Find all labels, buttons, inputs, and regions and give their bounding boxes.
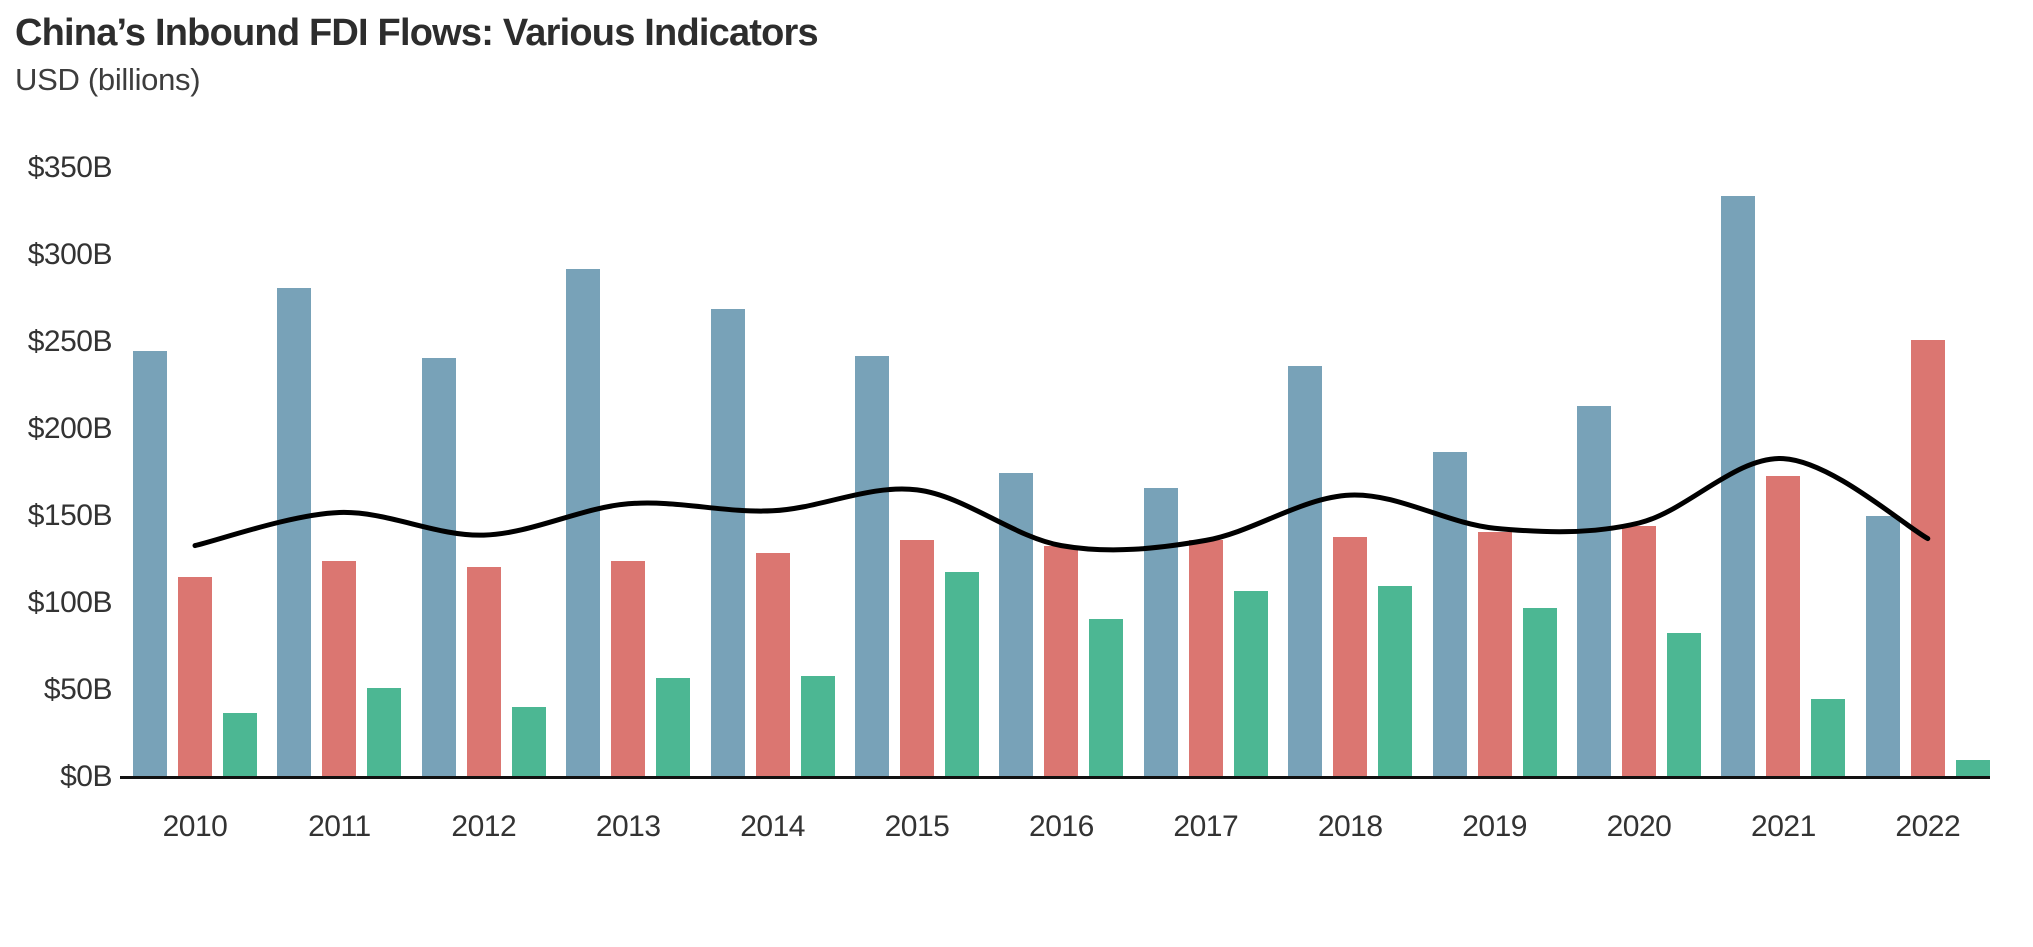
y-tick-label-50: $50B bbox=[43, 673, 113, 706]
x-tick-label-2017: 2017 bbox=[1173, 810, 1239, 843]
bar-green-bars-2010 bbox=[223, 712, 257, 777]
x-tick-label-2012: 2012 bbox=[451, 810, 517, 843]
bar-blue-bars-2015 bbox=[855, 355, 889, 777]
x-tick-label-2020: 2020 bbox=[1606, 810, 1672, 843]
bar-green-bars-2019 bbox=[1522, 608, 1557, 777]
bar-green-bars-2018 bbox=[1378, 585, 1413, 777]
bar-green-bars-2016 bbox=[1089, 618, 1124, 777]
bar-red-bars-2011 bbox=[322, 561, 357, 777]
bar-blue-bars-2014 bbox=[710, 308, 745, 777]
y-tick-label-200: $200B bbox=[27, 412, 113, 445]
bar-blue-bars-2022 bbox=[1865, 516, 1900, 777]
bar-red-bars-2012 bbox=[466, 566, 501, 777]
bar-red-bars-2015 bbox=[900, 540, 934, 777]
chart-title: China’s Inbound FDI Flows: Various Indic… bbox=[15, 12, 819, 54]
bar-red-bars-2019 bbox=[1477, 531, 1512, 777]
bar-green-bars-2020 bbox=[1667, 632, 1701, 777]
bar-blue-bars-2010 bbox=[133, 350, 167, 777]
bar-red-bars-2014 bbox=[755, 552, 790, 777]
bar-red-bars-2018 bbox=[1333, 536, 1368, 777]
x-tick-label-2015: 2015 bbox=[884, 810, 950, 843]
bar-green-bars-2021 bbox=[1811, 698, 1846, 777]
x-tick-label-2018: 2018 bbox=[1317, 810, 1383, 843]
bar-red-bars-2021 bbox=[1766, 476, 1801, 777]
bar-green-bars-2015 bbox=[945, 571, 979, 777]
bar-blue-bars-2020 bbox=[1577, 406, 1611, 777]
y-tick-label-0: $0B bbox=[60, 760, 112, 793]
bar-green-bars-2011 bbox=[367, 688, 402, 777]
x-tick-label-2013: 2013 bbox=[595, 810, 661, 843]
bar-green-bars-2014 bbox=[800, 676, 835, 777]
x-tick-label-2011: 2011 bbox=[308, 810, 371, 843]
x-tick-label-2016: 2016 bbox=[1029, 810, 1094, 843]
bar-green-bars-2017 bbox=[1233, 590, 1268, 777]
bar-red-bars-2013 bbox=[611, 561, 646, 777]
bar-blue-bars-2021 bbox=[1721, 195, 1756, 777]
bar-blue-bars-2011 bbox=[277, 288, 312, 777]
bar-blue-bars-2019 bbox=[1432, 451, 1467, 777]
bar-green-bars-2022 bbox=[1955, 759, 1990, 777]
bar-blue-bars-2017 bbox=[1143, 488, 1178, 777]
x-tick-label-2019: 2019 bbox=[1462, 810, 1527, 843]
bar-red-bars-2010 bbox=[178, 576, 212, 777]
bar-blue-bars-2012 bbox=[421, 357, 456, 777]
x-tick-label-2022: 2022 bbox=[1895, 810, 1961, 843]
chart-subtitle: USD (billions) bbox=[15, 62, 201, 97]
bar-blue-bars-2013 bbox=[566, 268, 601, 777]
bar-red-bars-2022 bbox=[1910, 340, 1945, 777]
bar-red-bars-2017 bbox=[1188, 540, 1223, 777]
bar-blue-bars-2018 bbox=[1288, 366, 1323, 777]
y-tick-label-100: $100B bbox=[27, 586, 113, 619]
bar-green-bars-2013 bbox=[656, 677, 691, 777]
x-tick-label-2014: 2014 bbox=[740, 810, 805, 843]
y-tick-label-300: $300B bbox=[27, 238, 113, 271]
bar-red-bars-2016 bbox=[1044, 545, 1079, 777]
y-tick-label-250: $250B bbox=[27, 325, 113, 358]
y-tick-label-350: $350B bbox=[27, 151, 113, 184]
bar-blue-bars-2016 bbox=[999, 472, 1034, 777]
bar-red-bars-2020 bbox=[1622, 526, 1656, 777]
y-tick-label-150: $150B bbox=[27, 499, 113, 532]
x-axis-line bbox=[120, 776, 1990, 779]
x-tick-label-2010: 2010 bbox=[162, 810, 228, 843]
x-tick-label-2021: 2021 bbox=[1751, 810, 1816, 843]
bar-green-bars-2012 bbox=[511, 707, 546, 777]
